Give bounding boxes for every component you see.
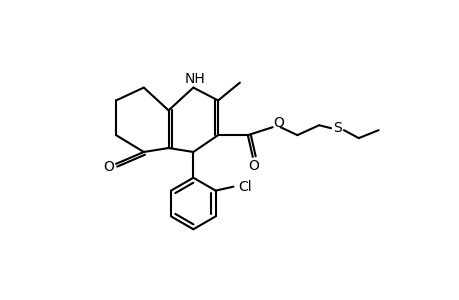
Text: O: O bbox=[273, 116, 283, 130]
Text: O: O bbox=[248, 159, 259, 173]
Text: S: S bbox=[332, 121, 341, 135]
Text: Cl: Cl bbox=[238, 180, 252, 194]
Text: NH: NH bbox=[185, 72, 205, 86]
Text: O: O bbox=[103, 160, 114, 174]
